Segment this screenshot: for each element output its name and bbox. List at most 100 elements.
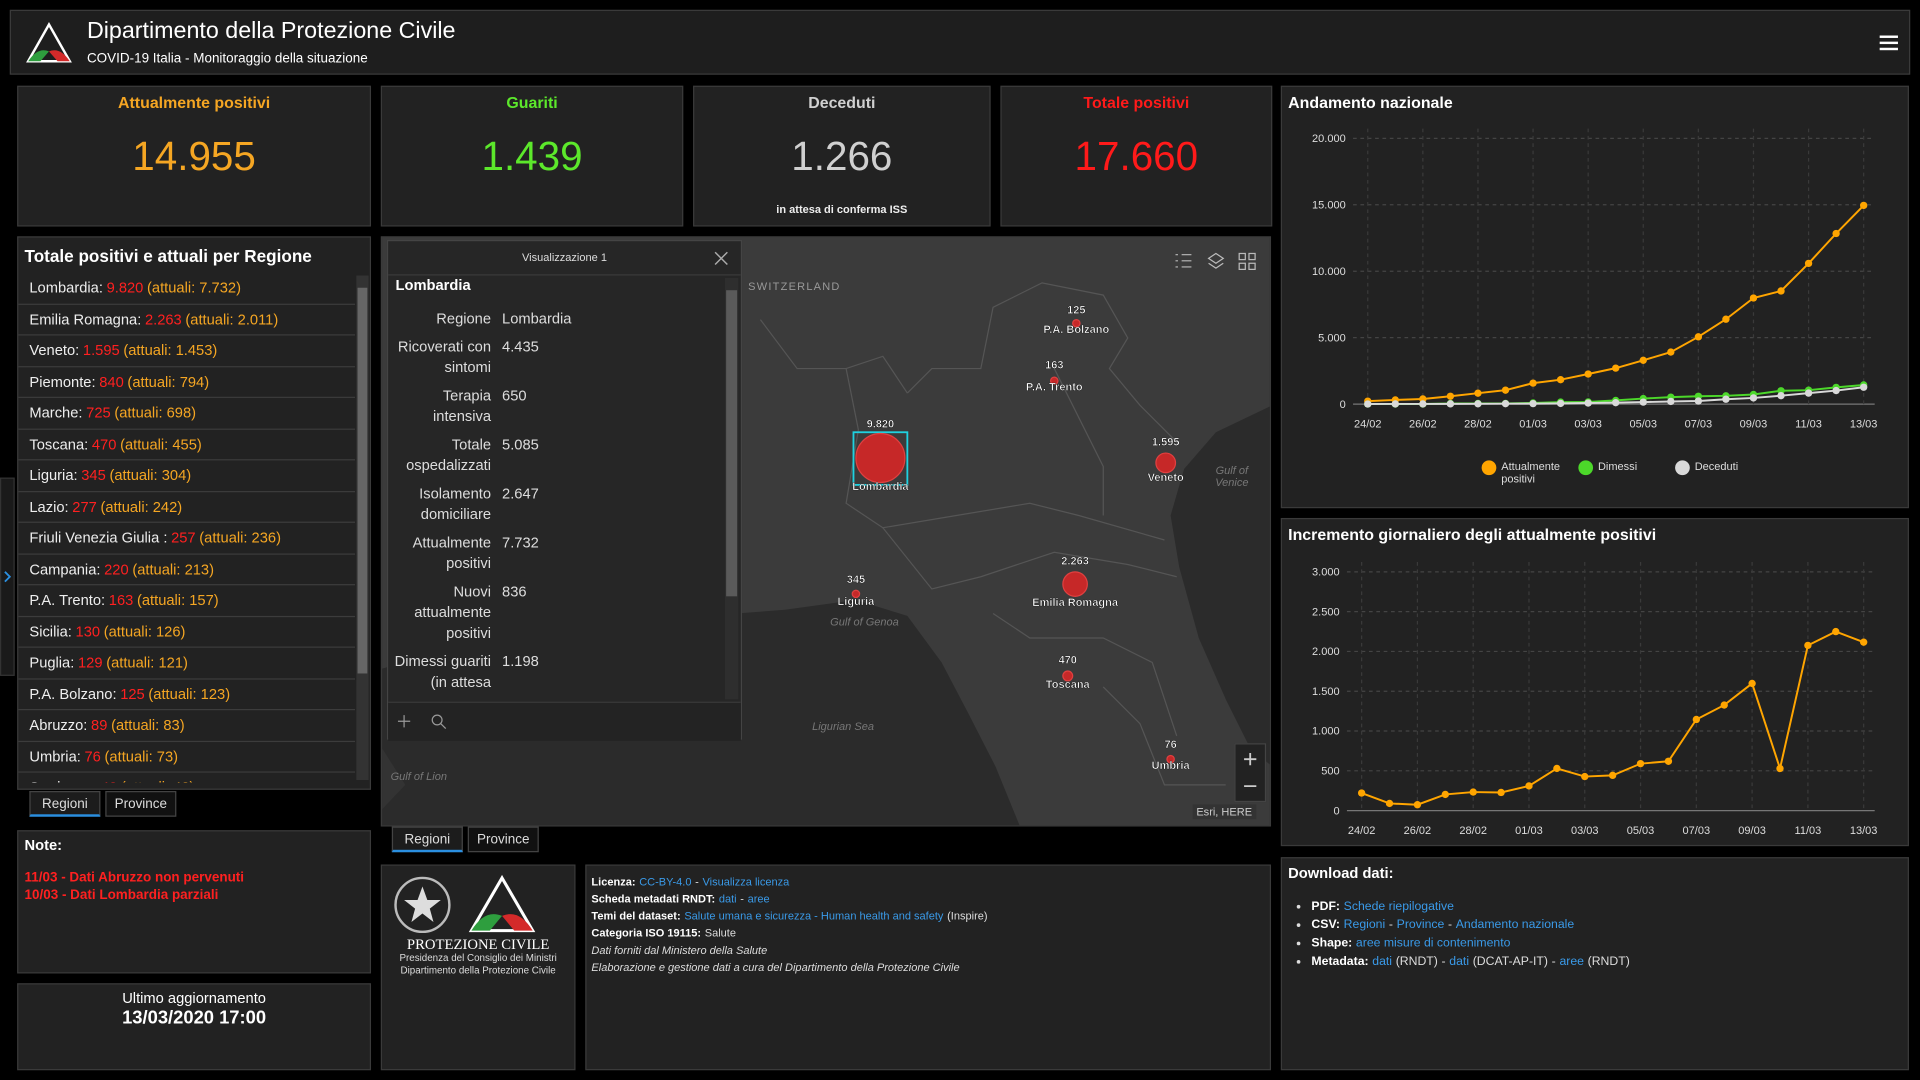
stat-card: Attualmente positivi 14.955 <box>17 85 372 227</box>
text-segment[interactable]: CC-BY-4.0 <box>639 875 692 888</box>
region-name: Umbria: <box>29 747 81 765</box>
region-row: Lombardia: 9.820 (attuali: 7.732) <box>18 273 356 305</box>
data-point <box>1385 799 1394 808</box>
logo-line: Presidenza del Consiglio dei Ministri <box>399 952 557 964</box>
data-point <box>1556 399 1565 408</box>
map-label: SWITZERLAND <box>748 280 841 293</box>
stat-note: in attesa di conferma ISS <box>776 203 908 216</box>
stat-value: 14.955 <box>132 133 256 179</box>
region-name: Puglia: <box>29 653 75 672</box>
text-segment[interactable]: Visualizza licenza <box>702 875 790 888</box>
text-segment: - <box>695 875 699 888</box>
text-segment[interactable]: dati <box>718 892 737 905</box>
data-point <box>1413 801 1422 809</box>
data-point <box>1497 788 1505 797</box>
text-segment: - <box>1441 955 1446 969</box>
field-label: Terapia intensiva <box>433 386 492 425</box>
y-tick-label: 0 <box>1340 399 1346 411</box>
region-row: Puglia: 129 (attuali: 121) <box>18 648 356 679</box>
data-point <box>1612 398 1620 407</box>
tab[interactable]: Regioni <box>29 791 101 817</box>
x-tick-label: 01/03 <box>1519 418 1547 430</box>
x-tick-label: 11/03 <box>1795 418 1822 430</box>
license-line: Dati forniti dal Ministero della Salute <box>591 942 1264 959</box>
popup-tools[interactable] <box>388 703 461 740</box>
region-total: 9.820 <box>106 279 144 297</box>
region-name: Veneto: <box>29 341 80 359</box>
text-segment[interactable]: dati <box>1449 955 1470 969</box>
text-segment: Dati forniti dal Ministero della Salute <box>591 944 768 957</box>
zoom-icons <box>1244 753 1257 788</box>
region-current: (attuali: 304) <box>109 466 192 484</box>
data-point <box>1667 397 1675 406</box>
text-segment[interactable]: aree <box>1559 955 1584 969</box>
tab[interactable]: Province <box>467 826 539 853</box>
menu-button[interactable] <box>1879 33 1900 53</box>
text-segment[interactable]: Andamento nazionale <box>1455 918 1575 932</box>
region-current: (attuali: 794) <box>127 372 210 391</box>
download-list: PDF:Schede riepilogativeCSV:Regioni-Prov… <box>1311 898 1633 971</box>
logo-name: PROTEZIONE CIVILE <box>406 935 550 953</box>
y-tick-label: 2.500 <box>1312 606 1340 618</box>
legend-swatch <box>1481 460 1497 476</box>
legend-item: Deceduti <box>1675 460 1772 484</box>
text-segment: Shape: <box>1311 936 1353 951</box>
region-current: (attuali: 157) <box>136 591 219 609</box>
region-name: P.A. Bolzano: <box>29 685 117 703</box>
x-tick-label: 01/03 <box>1515 825 1543 837</box>
stat-card: Totale positivi 17.660 <box>1000 85 1273 227</box>
text-segment[interactable]: Province <box>1396 918 1445 932</box>
region-total: 125 <box>120 685 145 703</box>
text-segment: Scheda metadati RNDT: <box>591 892 716 905</box>
region-current: (attuali: 236) <box>199 528 281 547</box>
region-row: Piemonte: 840 (attuali: 794) <box>18 367 356 398</box>
tab[interactable]: Province <box>105 791 177 817</box>
region-name: Piemonte: <box>29 372 96 391</box>
bubble-name: P.A. Trento <box>1026 382 1083 394</box>
region-row: Emilia Romagna: 2.263 (attuali: 2.011) <box>18 304 356 336</box>
zoom-control[interactable] <box>1234 743 1267 803</box>
popup-field: Regione Lombardia <box>388 309 721 330</box>
popup-field: Ricoverati con sintomi 4.435 <box>388 337 721 379</box>
legend-item: Attualmente positivi <box>1481 460 1579 485</box>
region-row: Sardegna: 43 (attuali: 43) <box>18 773 355 783</box>
region-name: Emilia Romagna: <box>29 310 142 328</box>
bubble-value: 163 <box>1045 360 1063 372</box>
popup-field: Dimessi guariti (in attesa 1.198 <box>388 651 721 693</box>
text-segment: PDF: <box>1311 900 1341 914</box>
region-name: Sicilia: <box>29 622 72 640</box>
data-point <box>1694 397 1703 405</box>
data-point <box>1832 229 1840 238</box>
region-current: (attuali: 126) <box>103 622 186 640</box>
region-total: 129 <box>78 653 103 672</box>
popup-close[interactable] <box>714 251 729 266</box>
header: Dipartimento della Protezione Civile COV… <box>9 9 1911 75</box>
side-toggle[interactable] <box>0 477 15 676</box>
map-tools[interactable] <box>1172 250 1264 272</box>
region-row: Lazio: 277 (attuali: 242) <box>18 492 356 523</box>
text-segment[interactable]: Salute umana e sicurezza - Human health … <box>684 909 944 923</box>
x-tick-label: 07/03 <box>1685 418 1713 430</box>
text-segment[interactable]: Schede riepilogative <box>1343 900 1454 914</box>
text-segment[interactable]: aree misure di contenimento <box>1355 936 1511 951</box>
text-segment[interactable]: Regioni <box>1343 918 1386 932</box>
text-segment[interactable]: aree <box>747 892 770 905</box>
data-point <box>1357 789 1366 797</box>
x-tick-label: 24/02 <box>1354 418 1382 430</box>
popup-scroll-thumb[interactable] <box>726 290 738 597</box>
popup-field: Attualmente positivi 7.732 <box>388 533 721 575</box>
data-point <box>1501 400 1510 408</box>
text-segment[interactable]: dati <box>1372 955 1393 969</box>
data-point <box>1832 627 1840 636</box>
notes-title: Note: <box>24 836 63 854</box>
region-total: 257 <box>171 528 196 547</box>
y-tick-label: 10.000 <box>1312 266 1346 278</box>
data-point <box>1667 348 1675 356</box>
scroll-thumb[interactable] <box>357 287 368 674</box>
tab[interactable]: Regioni <box>391 826 463 853</box>
download-panel: Download dati: PDF:Schede riepilogativeC… <box>1280 857 1909 1071</box>
region-current: (attuali: 7.732) <box>147 279 241 297</box>
data-point <box>1446 392 1455 400</box>
side-arrow <box>4 571 12 583</box>
data-point <box>1612 364 1620 372</box>
